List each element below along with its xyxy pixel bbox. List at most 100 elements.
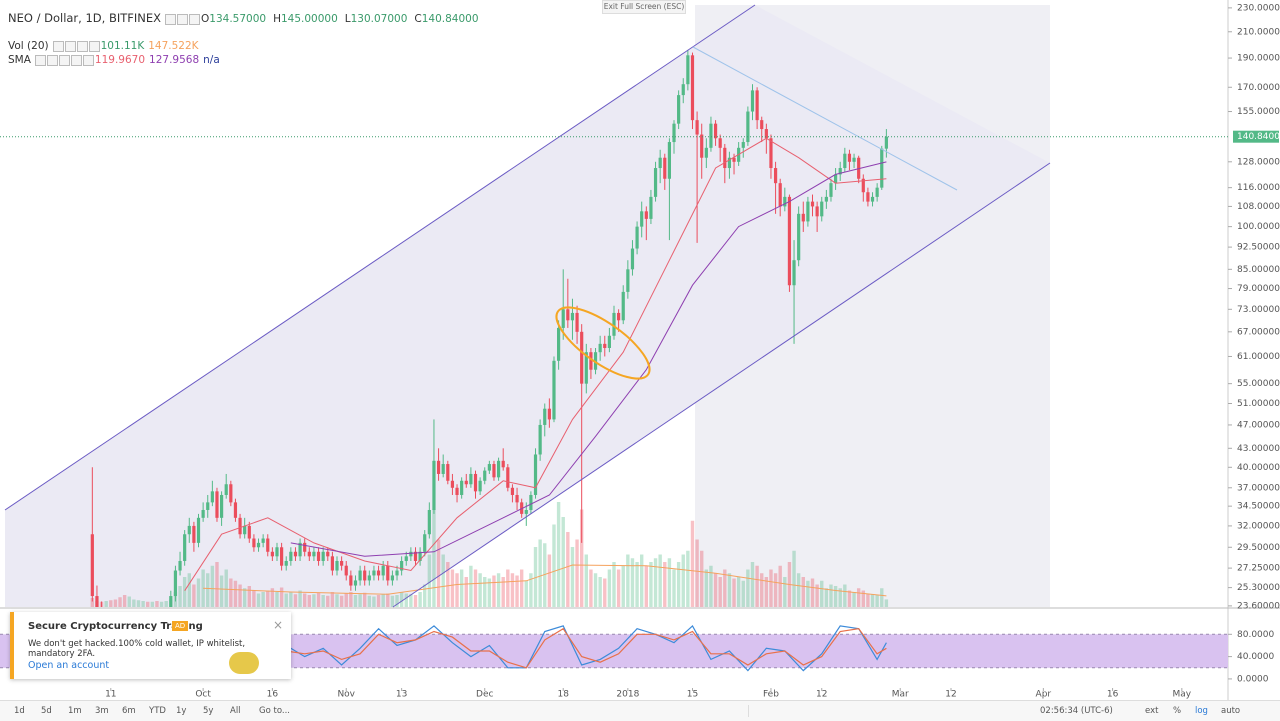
separator	[748, 705, 749, 717]
candle-body	[852, 157, 856, 162]
candle-body	[510, 487, 515, 495]
y-tick-label: 43.00000	[1237, 444, 1280, 454]
volume-bar	[570, 547, 575, 607]
candle-body	[289, 551, 293, 561]
candle-body	[344, 565, 348, 576]
volume-row: Vol (20) 101.11K 147.522K	[8, 39, 490, 53]
range-button[interactable]: 1d	[14, 706, 25, 716]
candle-body	[340, 560, 344, 566]
candle-body	[123, 677, 126, 700]
range-button[interactable]: 1m	[68, 706, 82, 716]
y-tick-label: 51.00000	[1237, 399, 1280, 409]
candle-body	[764, 129, 768, 139]
volume-bar	[192, 584, 196, 607]
candle-body	[206, 502, 210, 510]
volume-bar	[450, 569, 455, 607]
volume-bar	[326, 595, 330, 607]
candle-body	[533, 454, 538, 495]
candle-body	[210, 491, 214, 503]
y-tick-label: 116.00000	[1237, 183, 1280, 193]
candle-body	[183, 534, 187, 561]
candle-body	[778, 183, 782, 207]
option-button[interactable]: log	[1195, 706, 1208, 716]
volume-bar	[242, 588, 247, 607]
y-tick-label: 40.00000	[1237, 463, 1280, 473]
candle-body	[215, 491, 219, 518]
goto-button[interactable]: Go to...	[259, 706, 290, 716]
volume-bar	[399, 592, 404, 607]
volume-bar	[639, 554, 644, 607]
range-button[interactable]: All	[230, 706, 241, 716]
volume-bar	[418, 592, 422, 607]
candle-body	[478, 480, 482, 492]
candle-body	[196, 517, 201, 543]
ad-link[interactable]: Open an account	[28, 660, 110, 671]
candle-body	[404, 556, 408, 561]
volume-bar	[459, 569, 464, 607]
volume-bar	[543, 543, 547, 607]
trend-line	[692, 46, 958, 191]
candle-body	[607, 335, 611, 348]
volume-bar	[552, 524, 556, 607]
volume-bar	[704, 569, 709, 607]
candle-body	[884, 136, 888, 149]
volume-bar	[279, 587, 284, 607]
ohlc-value: 134.57000	[209, 13, 267, 25]
ohlc-values: O134.57000 H145.00000 L130.07000 C140.84000	[201, 13, 486, 25]
clock: 02:56:34 (UTC-6)	[1040, 706, 1113, 716]
volume-bar	[783, 577, 787, 607]
channel-lower	[392, 162, 1051, 608]
x-tick-label: 2018	[616, 690, 639, 700]
exit-fullscreen[interactable]: Exit Full Screen (ESC)	[602, 0, 686, 14]
candle-body	[413, 551, 418, 561]
x-tick-label: Apr	[1036, 690, 1052, 700]
volume-bar	[321, 595, 325, 607]
candle-body	[709, 123, 713, 148]
range-button[interactable]: 5y	[203, 706, 214, 716]
ohlc-name: C	[414, 13, 422, 25]
option-button[interactable]: %	[1173, 706, 1182, 716]
range-button[interactable]: YTD	[149, 706, 166, 716]
volume-bar	[870, 594, 875, 607]
option-button[interactable]: ext	[1145, 706, 1159, 716]
candle-body	[390, 575, 395, 581]
candle-body	[441, 464, 445, 474]
sma-name: SMA	[8, 54, 31, 66]
volume-bar	[446, 562, 450, 607]
volume-bar	[344, 593, 348, 607]
volume-bar	[667, 558, 672, 607]
candle-body	[713, 123, 718, 139]
chart: 230.00000 210.00000 190.00000 170.00000 155.…	[0, 0, 1280, 700]
volume-bar	[603, 578, 607, 607]
volume-bar	[723, 569, 727, 607]
range-button[interactable]: 3m	[95, 706, 109, 716]
volume-bar	[533, 547, 538, 607]
candle-body	[395, 570, 399, 576]
candle-body	[880, 148, 884, 188]
y-tick-label: 210.00000	[1237, 27, 1280, 37]
volume-bar	[616, 569, 621, 607]
ad-box: Secure Cryptocurrency Trading AD × We do…	[10, 612, 291, 679]
volume-bar	[109, 600, 113, 607]
option-button[interactable]: auto	[1221, 706, 1241, 716]
range-button[interactable]: 1y	[176, 706, 187, 716]
volume-bar	[307, 595, 312, 607]
candle-body	[570, 312, 575, 321]
x-tick-label: 12	[945, 690, 956, 700]
channel-fill	[5, 5, 1050, 607]
volume-bar	[810, 578, 815, 607]
volume-bar	[215, 562, 219, 607]
y-tick-label: 47.00000	[1237, 420, 1280, 430]
candle-body	[501, 460, 505, 468]
volume-bar	[261, 592, 265, 607]
candle-body	[663, 157, 667, 179]
candle-body	[436, 460, 441, 474]
volume-bar	[390, 595, 395, 607]
range-button[interactable]: 5d	[41, 706, 52, 716]
candle-body	[580, 331, 584, 384]
candle-body	[621, 291, 625, 321]
range-button[interactable]: 6m	[122, 706, 136, 716]
ad-close[interactable]: ×	[272, 618, 283, 632]
volume-bar	[575, 539, 579, 607]
y-tick-label: 73.00000	[1237, 305, 1280, 315]
